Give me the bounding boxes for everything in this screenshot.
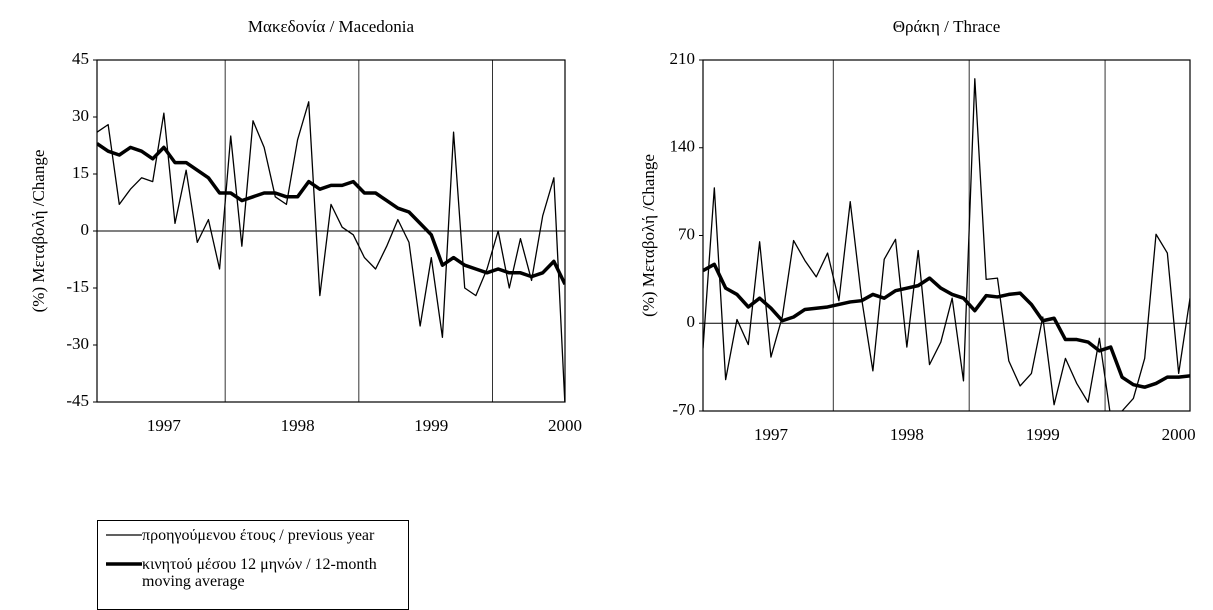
plot-lines [97, 101, 565, 402]
y-tick-label: 15 [72, 163, 89, 182]
chart: Μακεδονία / Macedonia (%) Μεταβολή /Chang… [29, 17, 1196, 444]
series-line [97, 142, 565, 285]
y-tick-label: -45 [66, 391, 89, 410]
legend-swatch [106, 562, 142, 566]
x-tick-label: 2000 [548, 416, 582, 435]
y-tick-label: 140 [670, 137, 696, 156]
x-tick-label: 1999 [414, 416, 448, 435]
plot-lines [703, 78, 1190, 411]
y-tick-label: -30 [66, 334, 89, 353]
y-tick-label: 70 [678, 224, 695, 243]
page: {"chart_data": [ {"type": "line", "title… [28, 16, 1196, 610]
chart-title: Μακεδονία / Macedonia [248, 17, 415, 36]
y-tick-label: -70 [672, 400, 695, 419]
x-tick-label: 2000 [1162, 425, 1196, 444]
plot-border [702, 59, 1191, 412]
y-axis-label: (%) Μεταβολή /Change [639, 154, 658, 317]
legend-swatch [106, 534, 142, 536]
x-tick-label: 1997 [754, 425, 789, 444]
x-tick-label: 1997 [147, 416, 182, 435]
y-axis-label: (%) Μεταβολή /Change [29, 150, 48, 313]
x-tick-label: 1998 [281, 416, 315, 435]
y-tick-label: 45 [72, 49, 89, 68]
legend-entry: κινητού μέσου 12 μηνών / 12-month moving… [106, 556, 400, 590]
plot-border [96, 59, 566, 403]
chart-title: Θράκη / Thrace [893, 17, 1001, 36]
y-tick-label: -15 [66, 277, 89, 296]
legend-label: προηγούμενου έτους / previous year [142, 527, 375, 544]
x-tick-label: 1998 [890, 425, 924, 444]
y-tick-label: 210 [670, 49, 696, 68]
x-tick-label: 1999 [1026, 425, 1060, 444]
y-tick-label: 0 [81, 220, 90, 239]
y-tick-label: 0 [687, 312, 696, 331]
series-line [703, 78, 1190, 411]
series-line [97, 101, 565, 402]
legend-entry: προηγούμενου έτους / previous year [106, 527, 400, 544]
series-line [703, 262, 1190, 389]
legend-label: κινητού μέσου 12 μηνών / 12-month moving… [142, 556, 377, 590]
y-tick-label: 30 [72, 106, 89, 125]
